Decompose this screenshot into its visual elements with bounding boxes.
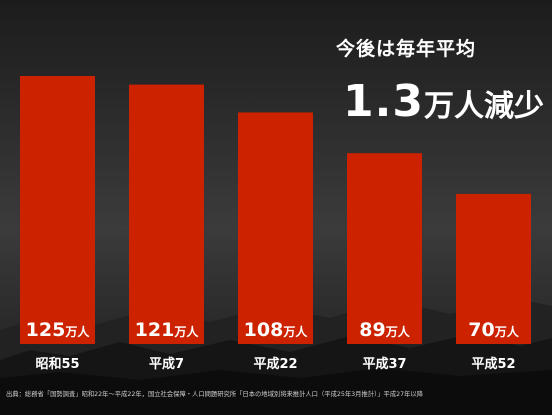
bar-value-label: 89万人 bbox=[359, 319, 410, 341]
foreground-ridge bbox=[0, 368, 552, 415]
headline-text: 今後は毎年平均 bbox=[336, 38, 477, 60]
bar-value-label: 125万人 bbox=[26, 319, 91, 341]
category-label: 平成37 bbox=[362, 356, 406, 372]
bar-value-label: 121万人 bbox=[135, 319, 200, 341]
bar-value-label: 70万人 bbox=[468, 319, 519, 341]
decline-unit: 万人減少 bbox=[423, 89, 544, 124]
source-note: 出典：総務省「国勢調査」昭和22年〜平成22年，国立社会保障・人口問題研究所「日… bbox=[6, 391, 424, 398]
decline-number: 1.3 bbox=[343, 76, 424, 127]
category-label: 昭和55 bbox=[35, 356, 79, 372]
bar-平成37 bbox=[347, 153, 422, 344]
category-label: 平成52 bbox=[471, 356, 515, 372]
bar-昭和55 bbox=[20, 76, 95, 344]
bar-平成52 bbox=[456, 193, 531, 344]
bar-平成22 bbox=[238, 112, 313, 344]
decline-figure: 1.3万人減少 bbox=[343, 76, 544, 127]
bar-value-label: 108万人 bbox=[244, 319, 309, 341]
category-label: 平成22 bbox=[253, 356, 297, 372]
bar-平成7 bbox=[129, 84, 204, 345]
category-label: 平成7 bbox=[149, 356, 184, 372]
